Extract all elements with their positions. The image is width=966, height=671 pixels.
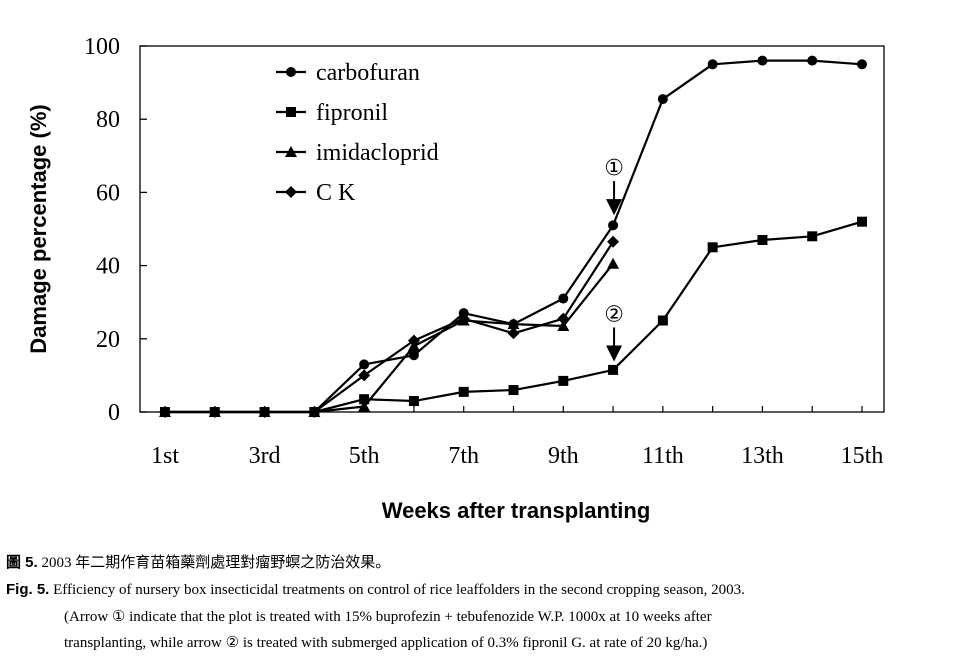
data-point-carbofuran [707,59,718,70]
arrow-head [606,345,623,362]
y-axis-label: Damage percentage (%) [26,104,51,353]
data-point-c-k [159,406,171,418]
x-tick-label: 1st [151,443,179,469]
chart-annotations: ①② [604,156,624,362]
data-point-carbofuran [857,59,867,70]
legend-item-carbofuran: carbofuran [276,60,420,86]
legend-marker [286,67,296,77]
x-axis-label: Weeks after transplanting [382,498,651,523]
data-point-imidacloprid [358,400,371,412]
data-point-c-k [407,334,420,347]
x-tick-label: 15th [841,443,884,469]
caption-chinese-text: 2003 年二期作育苗箱藥劑處理對瘤野螟之防治效果。 [37,555,391,571]
data-point-fipronil [757,234,768,245]
data-point-fipronil [558,375,569,386]
data-point-imidacloprid [607,257,620,269]
series-line-imidacloprid [165,263,614,414]
legend-marker [285,186,297,198]
y-tick-label: 80 [96,107,120,133]
legend-item-imidacloprid: imidacloprid [276,140,439,166]
data-point-carbofuran [657,94,668,105]
x-tick-label: 13th [741,443,784,469]
caption-english-text: Efficiency of nursery box insecticidal t… [53,582,745,598]
series-imidacloprid [159,257,620,417]
data-point-c-k [258,406,271,418]
y-tick-label: 20 [96,327,120,353]
series-fipronil [160,216,867,417]
data-point-carbofuran [807,55,818,66]
data-point-carbofuran [558,293,569,304]
caption-note-line-1: (Arrow ① indicate that the plot is treat… [64,609,712,625]
x-axis-ticks: 1st 3rd 5th 7th 9th 11th 13th 15th [151,406,883,469]
series-c-k [159,235,620,418]
data-point-c-k [358,369,371,382]
data-point-fipronil [657,315,668,326]
x-tick-label: 11th [642,443,684,469]
data-point-c-k [507,327,520,340]
y-tick-label: 40 [96,254,120,280]
chart-legend: carbofuran fipronil imidacloprid C K [276,60,439,206]
data-point-fipronil [807,231,818,242]
data-point-fipronil [707,242,718,253]
data-point-fipronil [359,394,370,405]
x-tick-label: 5th [349,443,380,469]
x-tick-label: 7th [448,443,479,469]
data-point-c-k [308,406,321,418]
caption-english-head: Fig. 5. [6,581,50,598]
caption-note: (Arrow ① indicate that the plot is treat… [64,604,946,656]
data-point-fipronil [458,386,469,397]
y-axis-ticks: 0 20 40 60 80 100 [84,34,147,426]
line-chart: 0 20 40 60 80 100 1st 3rd 5th 7th 9th 11th 13th 15th… [26,34,885,523]
caption-chinese: 圖 5. 2003 年二期作育苗箱藥劑處理對瘤野螟之防治效果。 [6,551,946,575]
series-line-fipronil [165,220,863,414]
y-tick-label: 0 [108,400,120,426]
arrow-annotation-label: ② [604,302,624,327]
caption-english: Fig. 5. Efficiency of nursery box insect… [6,578,946,602]
legend-label: carbofuran [316,60,420,86]
legend-label: C K [316,180,356,206]
legend-item-c-k: C K [276,180,356,206]
data-point-c-k [457,312,470,325]
arrow-annotation-1: ① [604,156,624,216]
data-point-c-k [557,312,570,325]
legend-label: imidacloprid [316,140,439,166]
y-tick-label: 60 [96,180,120,206]
x-tick-label: 9th [548,443,579,469]
arrow-annotation-label: ① [604,156,624,181]
chart-series [159,55,867,418]
legend-label: fipronil [316,100,388,126]
legend-marker [285,146,297,157]
data-point-imidacloprid [507,318,520,330]
arrow-head [606,199,623,216]
data-point-fipronil [508,385,519,396]
data-point-carbofuran [408,350,419,361]
arrow-annotation-2: ② [604,302,624,362]
caption-note-line-2: transplanting, while arrow ② is treated … [64,635,708,651]
chart-axes [139,45,885,413]
data-point-carbofuran [608,220,619,231]
data-point-c-k [208,406,221,418]
legend-item-fipronil: fipronil [276,100,388,126]
data-point-imidacloprid [557,319,570,331]
data-point-fipronil [408,396,419,407]
data-point-fipronil [857,216,867,227]
caption-chinese-head: 圖 5. [6,554,38,571]
x-tick-label: 3rd [249,443,281,469]
series-line-c-k [165,241,614,414]
data-point-carbofuran [757,55,768,66]
data-point-carbofuran [359,359,370,370]
y-tick-label: 100 [84,34,120,60]
plot-frame [139,45,885,413]
legend-marker [286,107,296,117]
data-point-c-k [607,235,620,248]
data-point-fipronil [608,364,619,375]
